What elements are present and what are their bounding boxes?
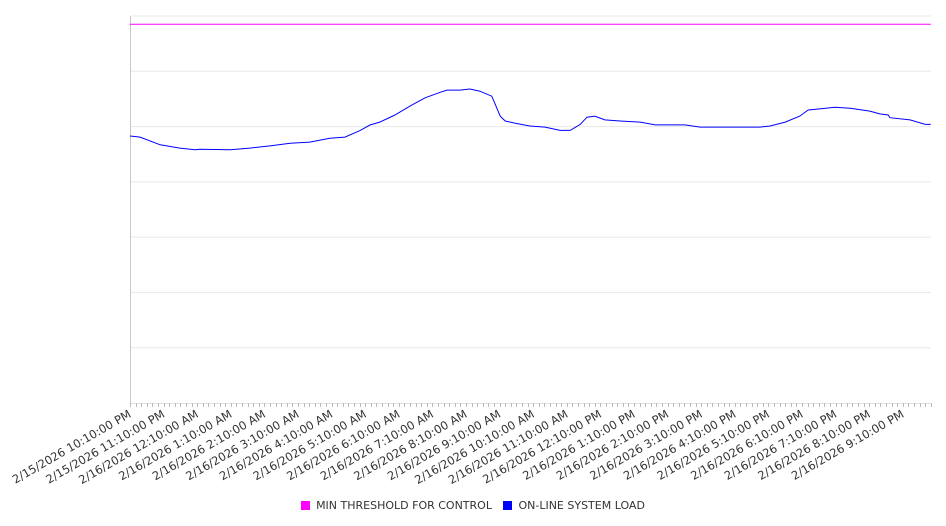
series-lines	[129, 23, 931, 151]
legend-label: ON-LINE SYSTEM LOAD	[518, 499, 645, 512]
legend-swatch-icon	[503, 501, 513, 510]
x-axis-tick-labels: 2/15/2026 10:10:00 PM2/15/2026 11:10:00 …	[10, 407, 907, 487]
axes	[130, 16, 931, 404]
legend: MIN THRESHOLD FOR CONTROL ON-LINE SYSTEM…	[0, 499, 946, 513]
legend-item-min-threshold[interactable]: MIN THRESHOLD FOR CONTROL	[301, 499, 492, 512]
legend-swatch-icon	[301, 501, 311, 510]
gridlines	[130, 15, 931, 349]
legend-item-system-load[interactable]: ON-LINE SYSTEM LOAD	[503, 499, 645, 512]
x-axis-ticks	[130, 403, 932, 407]
series-line-on-line-system-load	[129, 88, 931, 151]
legend-label: MIN THRESHOLD FOR CONTROL	[316, 499, 492, 512]
